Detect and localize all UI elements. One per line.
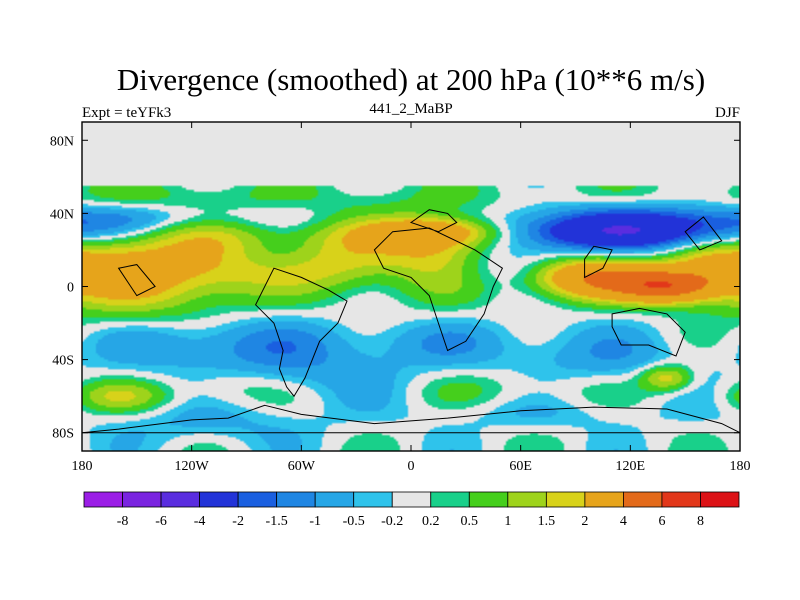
x-axis: 180 120W 60W 0 60E 120E 180 xyxy=(72,122,751,474)
subtitle-center: 441_2_MaBP xyxy=(369,101,452,117)
colorbar-label: 0.5 xyxy=(461,514,479,529)
colorbar-swatch xyxy=(391,491,432,508)
colorbar-label: -0.5 xyxy=(343,514,365,529)
colorbar-swatch xyxy=(237,491,278,508)
x-tick-label: 60E xyxy=(509,459,532,474)
colorbar-swatch xyxy=(700,491,740,508)
colorbar-swatch xyxy=(661,491,701,508)
colorbar: -8 -6 -4 -2 -1.5 -1 -0.5 -0.2 0.2 0.5 1 1.5 2 4 6 8 xyxy=(83,491,740,529)
colorbar-swatch xyxy=(314,491,355,508)
x-tick-label: 120W xyxy=(175,459,210,474)
colorbar-label: -6 xyxy=(155,514,167,529)
subtitle-right: DJF xyxy=(715,105,740,121)
colorbar-label: 6 xyxy=(658,514,665,529)
x-tick-label: 60W xyxy=(288,459,316,474)
colorbar-swatch xyxy=(276,491,316,508)
x-tick-label: 0 xyxy=(408,459,415,474)
subtitle-left: Expt = teYFk3 xyxy=(82,105,171,121)
colorbar-swatch xyxy=(122,491,162,508)
colorbar-swatch xyxy=(507,491,547,508)
x-tick-label: 180 xyxy=(72,459,93,474)
colorbar-swatch xyxy=(545,491,586,508)
colorbar-label: -4 xyxy=(194,514,206,529)
colorbar-label: 8 xyxy=(697,514,704,529)
colorbar-swatch xyxy=(199,491,239,508)
x-tick-label: 180 xyxy=(730,459,751,474)
colorbar-swatch xyxy=(83,491,123,508)
colorbar-label: -1 xyxy=(309,514,321,529)
colorbar-swatch xyxy=(160,491,200,508)
colorbar-swatch xyxy=(468,491,509,508)
y-tick-label: 40S xyxy=(52,354,74,369)
colorbar-label: 4 xyxy=(620,514,627,529)
colorbar-label: 1.5 xyxy=(538,514,556,529)
colorbar-swatch xyxy=(584,491,624,508)
colorbar-label: 0.2 xyxy=(422,514,440,529)
colorbar-swatch xyxy=(430,491,470,508)
divergence-field xyxy=(82,122,740,451)
y-tick-label: 0 xyxy=(67,281,74,296)
y-tick-label: 80N xyxy=(50,134,74,149)
colorbar-label: -0.2 xyxy=(381,514,403,529)
colorbar-swatch xyxy=(353,491,393,508)
colorbar-swatch xyxy=(623,491,663,508)
colorbar-label: 2 xyxy=(581,514,588,529)
chart-title: Divergence (smoothed) at 200 hPa (10**6 … xyxy=(117,62,705,97)
plot-area xyxy=(81,121,741,452)
coastline-outline xyxy=(81,209,741,434)
colorbar-label: -2 xyxy=(232,514,244,529)
colorbar-label: -8 xyxy=(117,514,129,529)
colorbar-label: 1 xyxy=(504,514,511,529)
y-axis: 80N 40N 0 40S 80S xyxy=(50,134,740,442)
y-tick-label: 40N xyxy=(50,207,74,222)
colorbar-label: -1.5 xyxy=(266,514,288,529)
x-tick-label: 120E xyxy=(616,459,646,474)
y-tick-label: 80S xyxy=(52,427,74,442)
